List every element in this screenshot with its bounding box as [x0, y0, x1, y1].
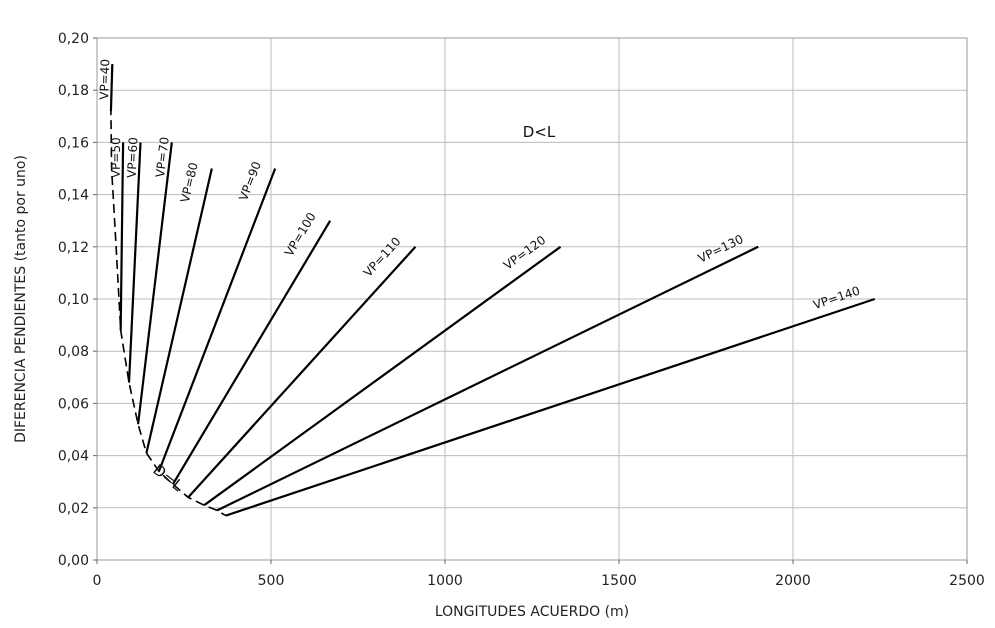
- series-label: VP=120: [501, 233, 548, 273]
- y-tick-label: 0,02: [58, 501, 89, 517]
- series-label: VP=50: [109, 137, 123, 178]
- series-line-vp-110: [187, 246, 417, 499]
- series-label: VP=90: [236, 160, 264, 203]
- series-line-vp-80: [145, 168, 213, 454]
- y-tick-label: 0,18: [58, 83, 89, 99]
- series-line-vp-50: [119, 142, 125, 331]
- y-tick-label: 0,12: [58, 240, 89, 256]
- x-tick-label: 1000: [427, 573, 463, 589]
- series-line-vp-90: [157, 168, 277, 472]
- boundary-line-d-equals-l: [110, 64, 227, 517]
- series-label: VP=80: [178, 161, 201, 204]
- series-label: VP=110: [361, 234, 404, 279]
- series-layer: [109, 64, 876, 517]
- x-tick-label: 500: [258, 573, 285, 589]
- series-line-vp-140: [225, 297, 876, 517]
- x-tick-label: 0: [93, 573, 102, 589]
- series-label: VP=60: [125, 137, 141, 178]
- series-line-vp-70: [136, 142, 173, 425]
- region-label-d-less-than-l: D<L: [523, 123, 556, 141]
- y-tick-label: 0,10: [58, 292, 89, 308]
- y-tick-label: 0,20: [58, 31, 89, 47]
- tick-layer: 0 500 1000 1500 2000 2500 0,00 0,02 0,04 0,06 0,08…: [58, 31, 985, 589]
- x-tick-label: 2500: [949, 573, 985, 589]
- y-tick-label: 0,06: [58, 396, 89, 412]
- series-label: VP=70: [153, 136, 172, 178]
- series-line-vp-120: [203, 245, 562, 507]
- series-line-vp-60: [127, 142, 142, 383]
- series-label: VP=130: [696, 232, 746, 266]
- x-axis-label: LONGITUDES ACUERDO (m): [435, 604, 629, 620]
- y-tick-label: 0,14: [58, 188, 89, 204]
- series-line-vp-100: [171, 220, 332, 485]
- label-layer: VP=40 VP=50 VP=60 VP=70 VP=80 VP=90 VP=100 VP=1…: [97, 59, 862, 495]
- series-line-vp-40: [109, 64, 114, 112]
- y-tick-label: 0,16: [58, 135, 89, 151]
- grid-layer: [97, 38, 967, 560]
- y-tick-label: 0,04: [58, 449, 89, 465]
- y-tick-label: 0,00: [58, 553, 89, 569]
- series-line-vp-130: [216, 245, 759, 512]
- y-tick-label: 0,08: [58, 344, 89, 360]
- x-tick-label: 1500: [601, 573, 637, 589]
- series-label: VP=40: [97, 59, 112, 100]
- series-label: VP=100: [282, 210, 319, 259]
- series-label: VP=140: [811, 284, 861, 313]
- x-tick-label: 2000: [775, 573, 811, 589]
- y-axis-label: DIFERENCIA PENDIENTES (tanto por uno): [13, 155, 29, 443]
